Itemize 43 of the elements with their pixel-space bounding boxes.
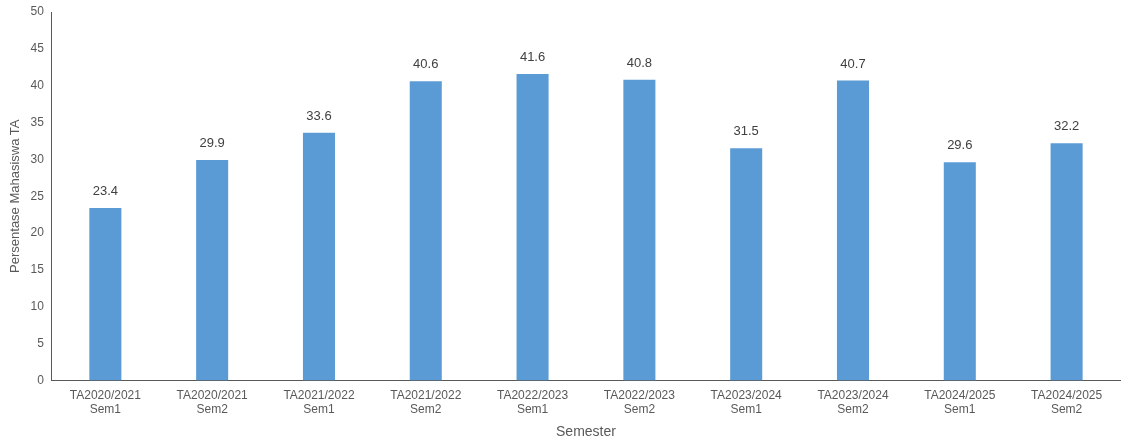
y-tick-label: 35 [30,114,45,129]
y-tick-label: 0 [37,372,45,387]
data-label: 41.6 [519,48,546,64]
data-label: 23.4 [92,183,119,199]
x-tick-label: TA2024/2025 Sem2 [1031,387,1103,417]
bar [89,207,122,381]
y-axis-title: Persentase Mahasiswa TA [7,119,23,273]
bar [516,73,549,381]
x-tick-label: TA2021/2022 Sem2 [390,387,462,417]
bar [1050,143,1083,381]
y-tick-label: 40 [30,77,45,92]
bar [836,80,870,381]
x-tick-label: TA2022/2023 Sem2 [603,387,676,417]
bar [623,79,656,381]
x-tick-label: TA2023/2024 Sem1 [710,387,783,417]
x-axis-title: Semester [556,423,617,440]
y-tick-label: 25 [30,188,45,203]
y-tick-label: 15 [30,262,45,277]
data-label: 32.2 [1053,118,1080,134]
x-tick-label: TA2022/2023 Sem1 [496,387,569,417]
y-tick-label: 50 [30,4,45,19]
bar [196,160,229,381]
bar [302,132,335,381]
data-label: 33.6 [306,107,332,123]
y-tick-label: 20 [30,225,45,240]
y-tick-label: 45 [30,41,45,56]
data-label: 31.5 [733,123,759,139]
data-label: 29.9 [199,135,225,151]
x-tick-label: TA2020/2021 Sem2 [176,387,249,417]
data-label: 40.6 [413,56,439,72]
x-tick-label: TA2021/2022 Sem1 [283,387,355,417]
data-label: 40.8 [626,54,653,70]
x-tick-label: TA2023/2024 Sem2 [817,387,889,417]
bar [409,81,442,381]
x-tick-label: TA2020/2021 Sem1 [69,387,142,417]
bar [730,148,763,381]
data-label: 29.6 [947,137,973,153]
x-tick-label: TA2024/2025 Sem1 [924,387,996,417]
y-tick-label: 5 [37,335,45,350]
bar [943,162,976,381]
y-tick-label: 30 [30,151,45,166]
y-tick-label: 10 [30,299,45,314]
data-label: 40.7 [840,55,866,71]
